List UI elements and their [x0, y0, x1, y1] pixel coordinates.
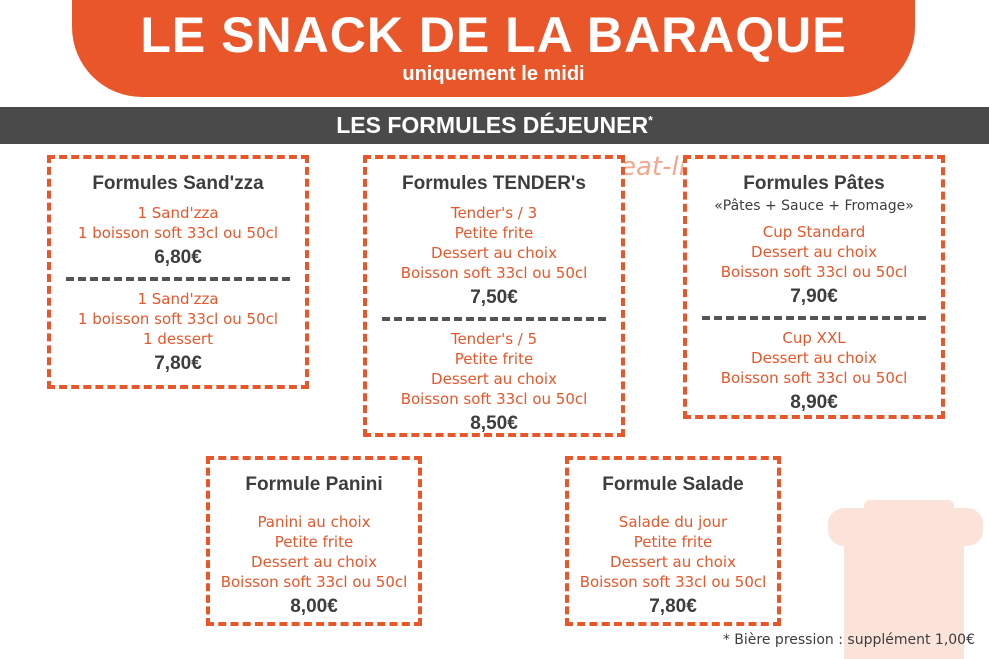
card-subtitle: «Pâtes + Sauce + Fromage»: [714, 198, 914, 214]
menu-item: Boisson soft 33cl ou 50cl: [720, 263, 908, 281]
restaurant-tagline: uniquement le midi: [402, 63, 585, 85]
section-title-asterisk: *: [648, 113, 653, 128]
menu-item: Cup XXL: [782, 329, 846, 347]
menu-option: 1 Sand'zza 1 boisson soft 33cl ou 50cl 6…: [51, 203, 305, 269]
menu-option: Tender's / 5 Petite frite Dessert au cho…: [367, 329, 621, 435]
menu-option: Panini au choix Petite frite Dessert au …: [210, 512, 418, 618]
menu-item: Boisson soft 33cl ou 50cl: [220, 573, 408, 591]
card-title: Formules Sand'zza: [92, 173, 264, 194]
menu-item: Tender's / 5: [450, 330, 538, 348]
card-title: Formules Pâtes: [743, 173, 885, 194]
section-title-text: LES FORMULES DÉJEUNER: [336, 112, 649, 138]
menu-price: 8,00€: [290, 596, 338, 617]
card-salade: Formule Salade Salade du jour Petite fri…: [565, 456, 781, 626]
menu-item: Dessert au choix: [251, 553, 377, 571]
header-banner: LE SNACK DE LA BARAQUE uniquement le mid…: [72, 0, 915, 97]
menu-item: Boisson soft 33cl ou 50cl: [579, 573, 767, 591]
menu-item: 1 dessert: [143, 330, 213, 348]
decorative-pedestal-icon: [828, 500, 983, 659]
menu-option: Salade du jour Petite frite Dessert au c…: [569, 512, 777, 618]
menu-item: Dessert au choix: [431, 370, 557, 388]
restaurant-name: LE SNACK DE LA BARAQUE: [140, 7, 847, 63]
menu-item: Cup Standard: [762, 223, 866, 241]
menu-item: Dessert au choix: [751, 349, 877, 367]
separator: [382, 317, 606, 321]
menu-item: Petite frite: [454, 224, 534, 242]
menu-item: Panini au choix: [257, 513, 371, 531]
menu-item: 1 Sand'zza: [137, 204, 219, 222]
card-title: Formules TENDER's: [402, 173, 586, 194]
menu-price: 7,50€: [470, 287, 518, 308]
card-panini: Formule Panini Panini au choix Petite fr…: [206, 456, 422, 626]
menu-price: 8,50€: [470, 413, 518, 434]
menu-item: Petite frite: [274, 533, 354, 551]
menu-option: Cup XXL Dessert au choix Boisson soft 33…: [687, 328, 941, 414]
footnote: * Bière pression : supplément 1,00€: [722, 632, 975, 648]
menu-item: Petite frite: [454, 350, 534, 368]
menu-item: Tender's / 3: [450, 204, 538, 222]
menu-price: 7,80€: [649, 596, 697, 617]
menu-item: Dessert au choix: [610, 553, 736, 571]
menu-item: Dessert au choix: [751, 243, 877, 261]
card-pates: Formules Pâtes «Pâtes + Sauce + Fromage»…: [683, 155, 945, 419]
separator: [66, 277, 290, 281]
menu-item: Salade du jour: [618, 513, 728, 531]
menu-item: 1 boisson soft 33cl ou 50cl: [77, 224, 279, 242]
menu-option: Cup Standard Dessert au choix Boisson so…: [687, 222, 941, 308]
menu-item: Petite frite: [633, 533, 713, 551]
menu-item: Boisson soft 33cl ou 50cl: [400, 390, 588, 408]
card-sandzza: Formules Sand'zza 1 Sand'zza 1 boisson s…: [47, 155, 309, 389]
menu-price: 7,90€: [790, 286, 838, 307]
menu-option: Tender's / 3 Petite frite Dessert au cho…: [367, 203, 621, 309]
section-title: LES FORMULES DÉJEUNER*: [0, 112, 989, 139]
menu-price: 6,80€: [154, 247, 202, 268]
section-bar: LES FORMULES DÉJEUNER*: [0, 107, 989, 144]
card-tender: Formules TENDER's Tender's / 3 Petite fr…: [363, 155, 625, 437]
menu-price: 7,80€: [154, 353, 202, 374]
menu-item: Boisson soft 33cl ou 50cl: [400, 264, 588, 282]
menu-item: 1 boisson soft 33cl ou 50cl: [77, 310, 279, 328]
menu-item: Dessert au choix: [431, 244, 557, 262]
menu-item: Boisson soft 33cl ou 50cl: [720, 369, 908, 387]
menu-price: 8,90€: [790, 392, 838, 413]
card-title: Formule Salade: [602, 474, 744, 495]
separator: [702, 316, 926, 320]
menu-item: 1 Sand'zza: [137, 290, 219, 308]
menu-option: 1 Sand'zza 1 boisson soft 33cl ou 50cl 1…: [51, 289, 305, 375]
card-title: Formule Panini: [245, 474, 383, 495]
